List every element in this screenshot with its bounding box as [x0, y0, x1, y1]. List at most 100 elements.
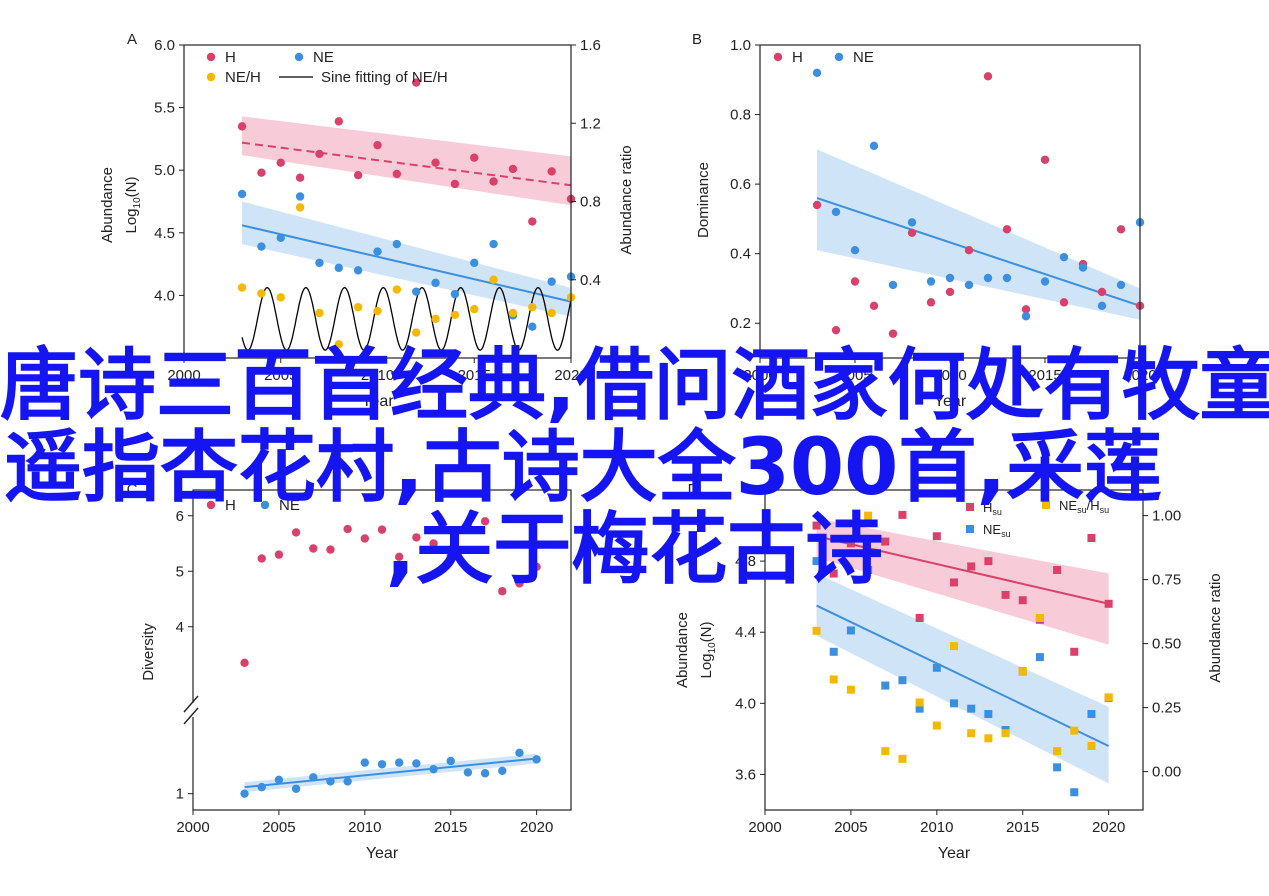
d-x-tick-label: 2005: [834, 819, 867, 836]
d-y-tick-label: 4.0: [735, 695, 756, 712]
d-y2-tick-label: 0.50: [1152, 636, 1181, 653]
c-y-axis-label: Diversity: [140, 623, 157, 681]
d-nesu-point: [984, 710, 993, 718]
d-ratio-sub2: su: [1100, 505, 1110, 515]
b-ne-point: [1097, 301, 1107, 311]
a-ne-h-point: [431, 314, 440, 324]
d-nesu-hsu-point: [864, 511, 873, 520]
a-h-point: [508, 164, 518, 174]
b-h-point: [1002, 225, 1012, 234]
a-y-tick-label: 4.0: [154, 287, 175, 304]
d-hsu-confidence-band: [816, 518, 1109, 645]
b-h-point: [945, 287, 955, 297]
a-x-tick-label: 2020: [554, 367, 587, 384]
c-ne-point: [274, 775, 284, 784]
d-x-tick-label: 2010: [920, 819, 953, 836]
b-ne-point: [983, 273, 993, 283]
c-ne-point: [360, 758, 370, 767]
c-h-point: [377, 525, 387, 534]
c-h-point: [412, 533, 421, 542]
b-ne-point: [831, 207, 841, 217]
b-ne-point: [1116, 280, 1126, 290]
a-y-tick-label: 4.5: [154, 225, 175, 242]
overlay-line-3: ,关于梅花古诗: [385, 505, 884, 595]
d-nesu-hsu-point: [829, 675, 838, 684]
a-ne-point: [412, 287, 421, 296]
d-nesu-hsu-point: [846, 685, 855, 694]
d-hsu-point: [1104, 599, 1113, 608]
c-ne-point: [463, 768, 473, 777]
a-h-legend-label: H: [225, 49, 236, 66]
c-h-point: [326, 545, 335, 554]
a-ne-h-point: [547, 308, 556, 318]
b-ne-point: [812, 68, 822, 78]
b-h-point: [812, 200, 822, 210]
a-h-point: [412, 78, 421, 87]
c-h-point: [343, 524, 352, 534]
overlay-line-1: 唐诗三百首经典,借问酒家何处有牧童: [0, 341, 1269, 431]
a-ne-point: [450, 289, 460, 299]
c-h-legend-marker: [206, 500, 216, 510]
c-h-point: [274, 550, 284, 559]
c-ne-point: [532, 755, 541, 764]
d-nesu-hsu-point: [812, 626, 821, 635]
b-x-tick-label: 2010: [933, 367, 966, 384]
d-nesu-point: [950, 699, 958, 708]
c-ne-point: [412, 759, 421, 768]
c-axis-break-gap: [187, 703, 199, 717]
d-nesu-point: [1087, 710, 1096, 718]
a-y-tick-label: 5.5: [154, 100, 175, 117]
d-nesu-point: [846, 626, 855, 635]
c-x-tick-label: 2020: [520, 819, 553, 836]
d-y-tick-label: 3.6: [735, 766, 756, 783]
a-h-legend-marker: [206, 52, 216, 62]
d-y-label-log: Log: [698, 653, 715, 678]
d-ratio-main2: /H: [1087, 498, 1100, 513]
c-x-tick-label: 2015: [434, 819, 467, 836]
d-y-label-sub: 10: [707, 642, 718, 654]
c-ne-point: [498, 766, 507, 775]
a-h-point: [257, 168, 266, 177]
c-h-point: [360, 534, 370, 543]
a-ne-legend-label: NE: [313, 49, 334, 66]
c-h-point: [291, 528, 301, 537]
a-ne-confidence-band: [242, 201, 572, 317]
c-h-point: [515, 579, 524, 588]
b-h-point: [850, 277, 860, 286]
panel-d: 2000 2005 2010 2015 2020 Year 3.6 4.0 4.4 4.8 0.00…: [674, 481, 1224, 862]
d-nesu-point: [932, 663, 941, 672]
d-x-tick-label: 2015: [1006, 819, 1039, 836]
b-x-tick-label: 2000: [743, 367, 776, 384]
d-nesu-legend-label: NEsu: [983, 522, 1011, 539]
a-ne-h-point: [373, 306, 382, 316]
a-x-axis-label: Year: [361, 393, 394, 410]
b-h-point: [907, 228, 917, 237]
a-y-tick-label: 6.0: [154, 37, 175, 54]
a-x-tick-label: 2015: [458, 367, 491, 384]
b-x-axis-label: Year: [934, 393, 967, 410]
a-ne-point: [257, 242, 266, 251]
c-ne-point: [326, 777, 335, 786]
c-ne-point: [377, 760, 387, 769]
d-ratio-legend-label: NEsu/Hsu: [1059, 498, 1109, 515]
d-hsu-point: [881, 537, 890, 546]
a-ne-point: [276, 233, 285, 243]
a-h-point: [547, 167, 556, 176]
b-ne-fit-line: [816, 197, 1141, 307]
b-y-tick-label: 0.8: [730, 107, 751, 124]
c-ne-point: [343, 777, 352, 786]
a-h-point: [295, 173, 305, 182]
a-ne-h-point: [412, 328, 421, 337]
a-x-tick-label: 2000: [167, 367, 200, 384]
panel-a: 2000 2005 2010 2015 2020 Year 4.0 4.5 5.0 5.5 6.0 0…: [99, 31, 635, 410]
d-nesu-hsu-point: [1035, 614, 1044, 622]
d-nesu-point: [1053, 763, 1062, 772]
c-h-point: [446, 551, 455, 560]
b-ne-point: [945, 273, 955, 283]
d-nesu-point: [881, 681, 890, 690]
b-h-legend-marker: [773, 52, 783, 62]
d-x-tick-label: 2000: [748, 819, 781, 836]
b-ne-point: [926, 277, 936, 286]
d-nesu-main: NE: [983, 522, 1001, 537]
a-ne-point: [470, 258, 479, 268]
